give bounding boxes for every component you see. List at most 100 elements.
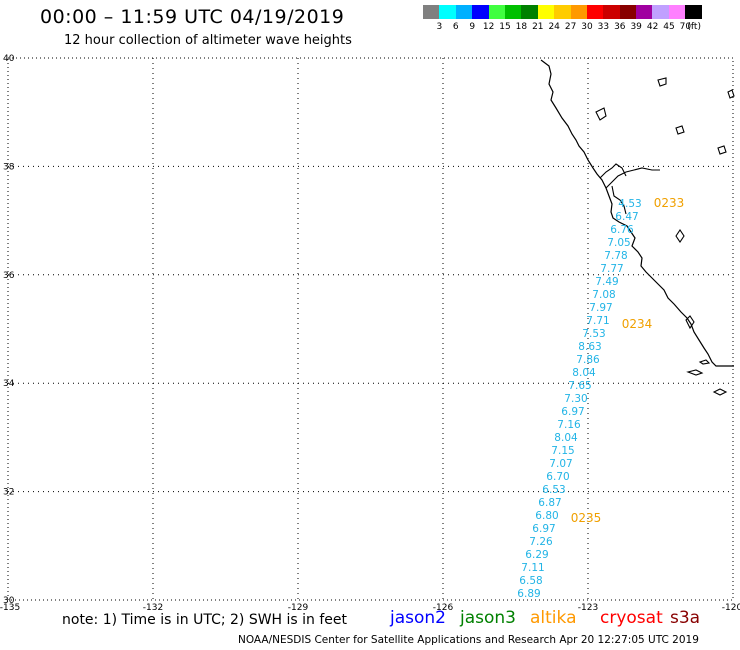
lon-tick-label: -129: [288, 603, 309, 613]
color-scale-label: 18: [515, 22, 528, 32]
coastline-california: [540, 59, 734, 367]
color-scale-label: 30: [581, 22, 593, 32]
color-swatch: [472, 5, 489, 19]
altimeter-track: 4.536.476.767.057.787.777.497.087.977.71…: [517, 198, 641, 600]
swh-value-label: 7.08: [592, 289, 615, 301]
color-scale-label: 21: [532, 22, 544, 32]
color-scale-label: 45: [663, 22, 675, 32]
color-swatch: [668, 5, 686, 19]
color-scale-label: 24: [548, 22, 560, 32]
swh-value-label: 7.77: [600, 263, 623, 275]
lat-tick-label: 30: [3, 596, 15, 606]
swh-value-label: 7.11: [521, 562, 544, 574]
swh-value-label: 7.05: [607, 237, 630, 249]
color-swatch: [619, 5, 637, 19]
swh-value-label: 6.76: [610, 224, 634, 236]
graticule: [7, 57, 734, 601]
swh-value-label: 6.53: [542, 484, 565, 496]
swh-value-label: 6.58: [519, 575, 542, 587]
swh-value-label: 8.04: [554, 432, 578, 444]
color-swatch: [439, 5, 456, 19]
san-francisco-bay: [599, 163, 660, 215]
lat-tick-label: 40: [3, 54, 15, 64]
swh-value-label: 4.53: [618, 198, 641, 210]
channel-islands: [686, 359, 728, 396]
color-scale-label: 6: [452, 22, 459, 32]
color-scale-label: 27: [564, 22, 577, 32]
color-scale-label: 12: [482, 22, 495, 32]
swh-value-label: 6.89: [517, 588, 540, 600]
color-scale-units: (ft): [687, 22, 701, 32]
satellite-legend-cryosat: cryosat: [600, 608, 663, 628]
color-scale-label: 70: [679, 22, 692, 32]
color-swatch: [586, 5, 604, 19]
swh-value-label: 7.53: [582, 328, 605, 340]
color-swatch: [636, 5, 653, 19]
color-swatch: [603, 5, 620, 19]
swh-value-label: 7.49: [595, 276, 618, 288]
swh-value-label: 7.16: [557, 419, 581, 431]
swh-value-label: 6.47: [615, 211, 638, 223]
swh-value-label: 6.29: [525, 549, 548, 561]
satellite-legend-s3a: s3a: [670, 608, 701, 628]
pass-time-label: 0235: [571, 511, 602, 525]
color-swatch: [685, 5, 702, 19]
color-scale-label: 15: [499, 22, 511, 32]
note-text: note: 1) Time is in UTC; 2) SWH is in fe…: [62, 612, 348, 628]
swh-value-label: 7.86: [576, 354, 600, 366]
color-swatch: [488, 5, 505, 19]
color-scale-label: 9: [469, 22, 476, 32]
lon-tick-label: -126: [433, 603, 454, 613]
swh-value-label: 7.71: [586, 315, 609, 327]
swh-value-label: 6.97: [532, 523, 555, 535]
swh-value-label: 8.04: [572, 367, 596, 379]
swh-value-label: 7.78: [604, 250, 627, 262]
inland-lakes: [595, 77, 735, 330]
swh-value-label: 7.65: [568, 380, 591, 392]
color-scale-bar: [423, 5, 702, 19]
color-scale-label: 39: [630, 22, 642, 32]
color-swatch: [570, 5, 587, 19]
color-swatch: [504, 5, 522, 19]
satellite-legend-altika: altika: [530, 608, 577, 628]
credit-text: NOAA/NESDIS Center for Satellite Applica…: [238, 634, 699, 646]
lon-tick-label: -132: [143, 603, 163, 613]
map-subtitle: 12 hour collection of altimeter wave hei…: [64, 33, 352, 48]
swh-value-label: 7.97: [589, 302, 612, 314]
satellite-legend-jason2: jason2: [390, 608, 446, 628]
lon-tick-label: -120: [722, 603, 740, 613]
swh-value-label: 6.80: [535, 510, 558, 522]
swh-value-label: 6.87: [538, 497, 561, 509]
swh-value-label: 6.97: [561, 406, 584, 418]
lon-tick-label: -123: [578, 603, 598, 613]
lat-tick-label: 34: [3, 379, 15, 389]
color-swatch: [554, 5, 571, 19]
color-swatch: [652, 5, 669, 19]
swh-value-label: 7.07: [549, 458, 572, 470]
map-title: 00:00 – 11:59 UTC 04/19/2019: [40, 6, 345, 28]
lat-tick-label: 36: [3, 271, 15, 281]
pass-time-label: 0233: [654, 196, 685, 210]
time-labels: 0233 0234 0235: [571, 196, 685, 525]
color-scale-label: 42: [646, 22, 659, 32]
lat-tick-label: 32: [3, 488, 14, 498]
swh-value-label: 8.63: [578, 341, 601, 353]
satellite-legend-jason3: jason3: [460, 608, 516, 628]
swh-value-label: 7.15: [551, 445, 574, 457]
color-scale-label: 33: [597, 22, 610, 32]
color-swatch: [423, 5, 440, 19]
pass-time-label: 0234: [622, 317, 653, 331]
axis-tick-labels: -135 -132 -129 -126 -123 -120 40 38 36 34 32 30: [0, 54, 740, 613]
swh-value-label: 6.70: [546, 471, 569, 483]
color-scale-label: 36: [614, 22, 626, 32]
lat-tick-label: 38: [3, 162, 15, 172]
swh-value-label: 7.30: [564, 393, 587, 405]
map-frame: [7, 57, 734, 601]
color-swatch: [537, 5, 555, 19]
color-swatch: [455, 5, 473, 19]
color-scale-label: 3: [436, 22, 443, 32]
color-swatch: [521, 5, 538, 19]
lon-tick-label: -135: [0, 603, 20, 613]
swh-value-label: 7.26: [529, 536, 553, 548]
